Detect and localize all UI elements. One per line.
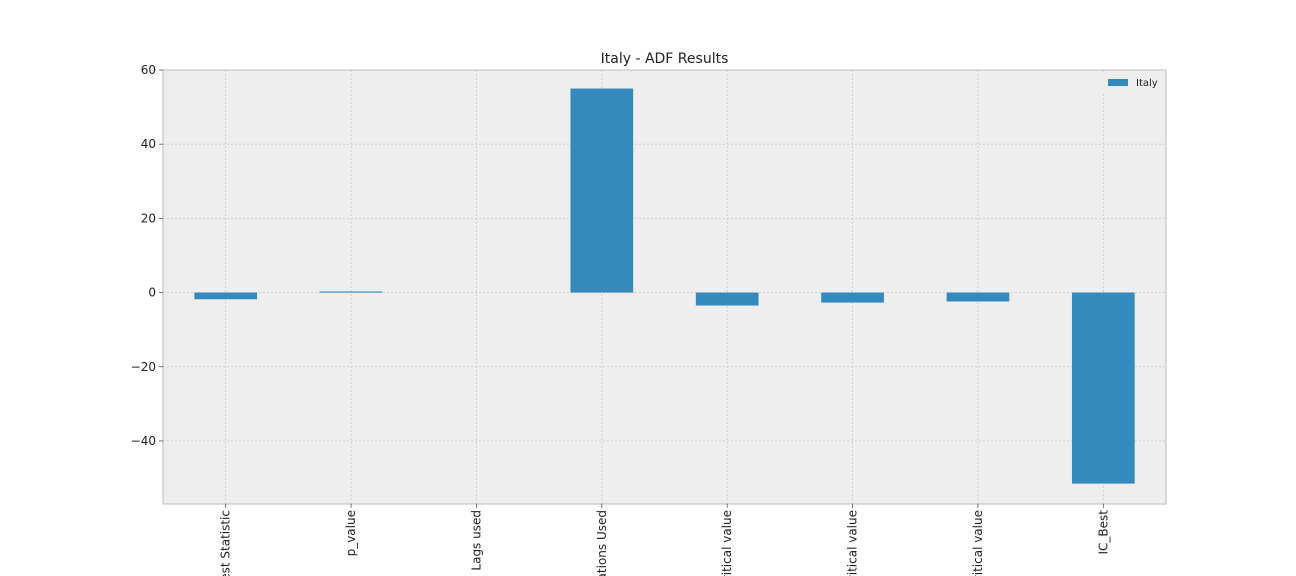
legend-swatch xyxy=(1108,79,1128,86)
plot-area xyxy=(163,70,1166,504)
legend-box xyxy=(1103,73,1162,93)
y-tick-label: 60 xyxy=(141,63,156,77)
bar xyxy=(821,292,884,303)
plot-frame xyxy=(162,69,1167,505)
y-tick-label: −40 xyxy=(131,434,156,448)
y-axis: 60 40 20 0 −20 −40 xyxy=(131,63,163,448)
x-tick-label: Lags used xyxy=(469,510,483,571)
bar xyxy=(695,292,759,306)
x-tick-label: ations Used xyxy=(595,510,609,576)
x-tick-label: est Statistic xyxy=(219,510,233,576)
bar xyxy=(570,88,634,293)
y-tick-label: −20 xyxy=(131,360,156,374)
x-tick-label: ritical value xyxy=(846,510,860,576)
bar xyxy=(194,292,258,300)
legend-label: Italy xyxy=(1136,78,1158,89)
y-tick-label: 20 xyxy=(141,211,156,225)
legend: Italy xyxy=(1103,73,1162,93)
x-axis: est Statistic p_value Lags used ations Used… xyxy=(219,504,1110,576)
bar xyxy=(1071,292,1135,484)
x-tick-label: p_value xyxy=(344,510,358,556)
chart-title: Italy - ADF Results xyxy=(601,51,729,67)
y-tick-label: 0 xyxy=(148,286,156,300)
bar xyxy=(319,291,383,293)
x-tick-label: ritical value xyxy=(720,510,734,576)
bar xyxy=(946,292,1010,302)
x-tick-label: IC_Best xyxy=(1096,510,1110,555)
y-tick-label: 40 xyxy=(141,137,156,151)
x-tick-label: ritical value xyxy=(971,510,985,576)
bars xyxy=(194,88,1135,484)
